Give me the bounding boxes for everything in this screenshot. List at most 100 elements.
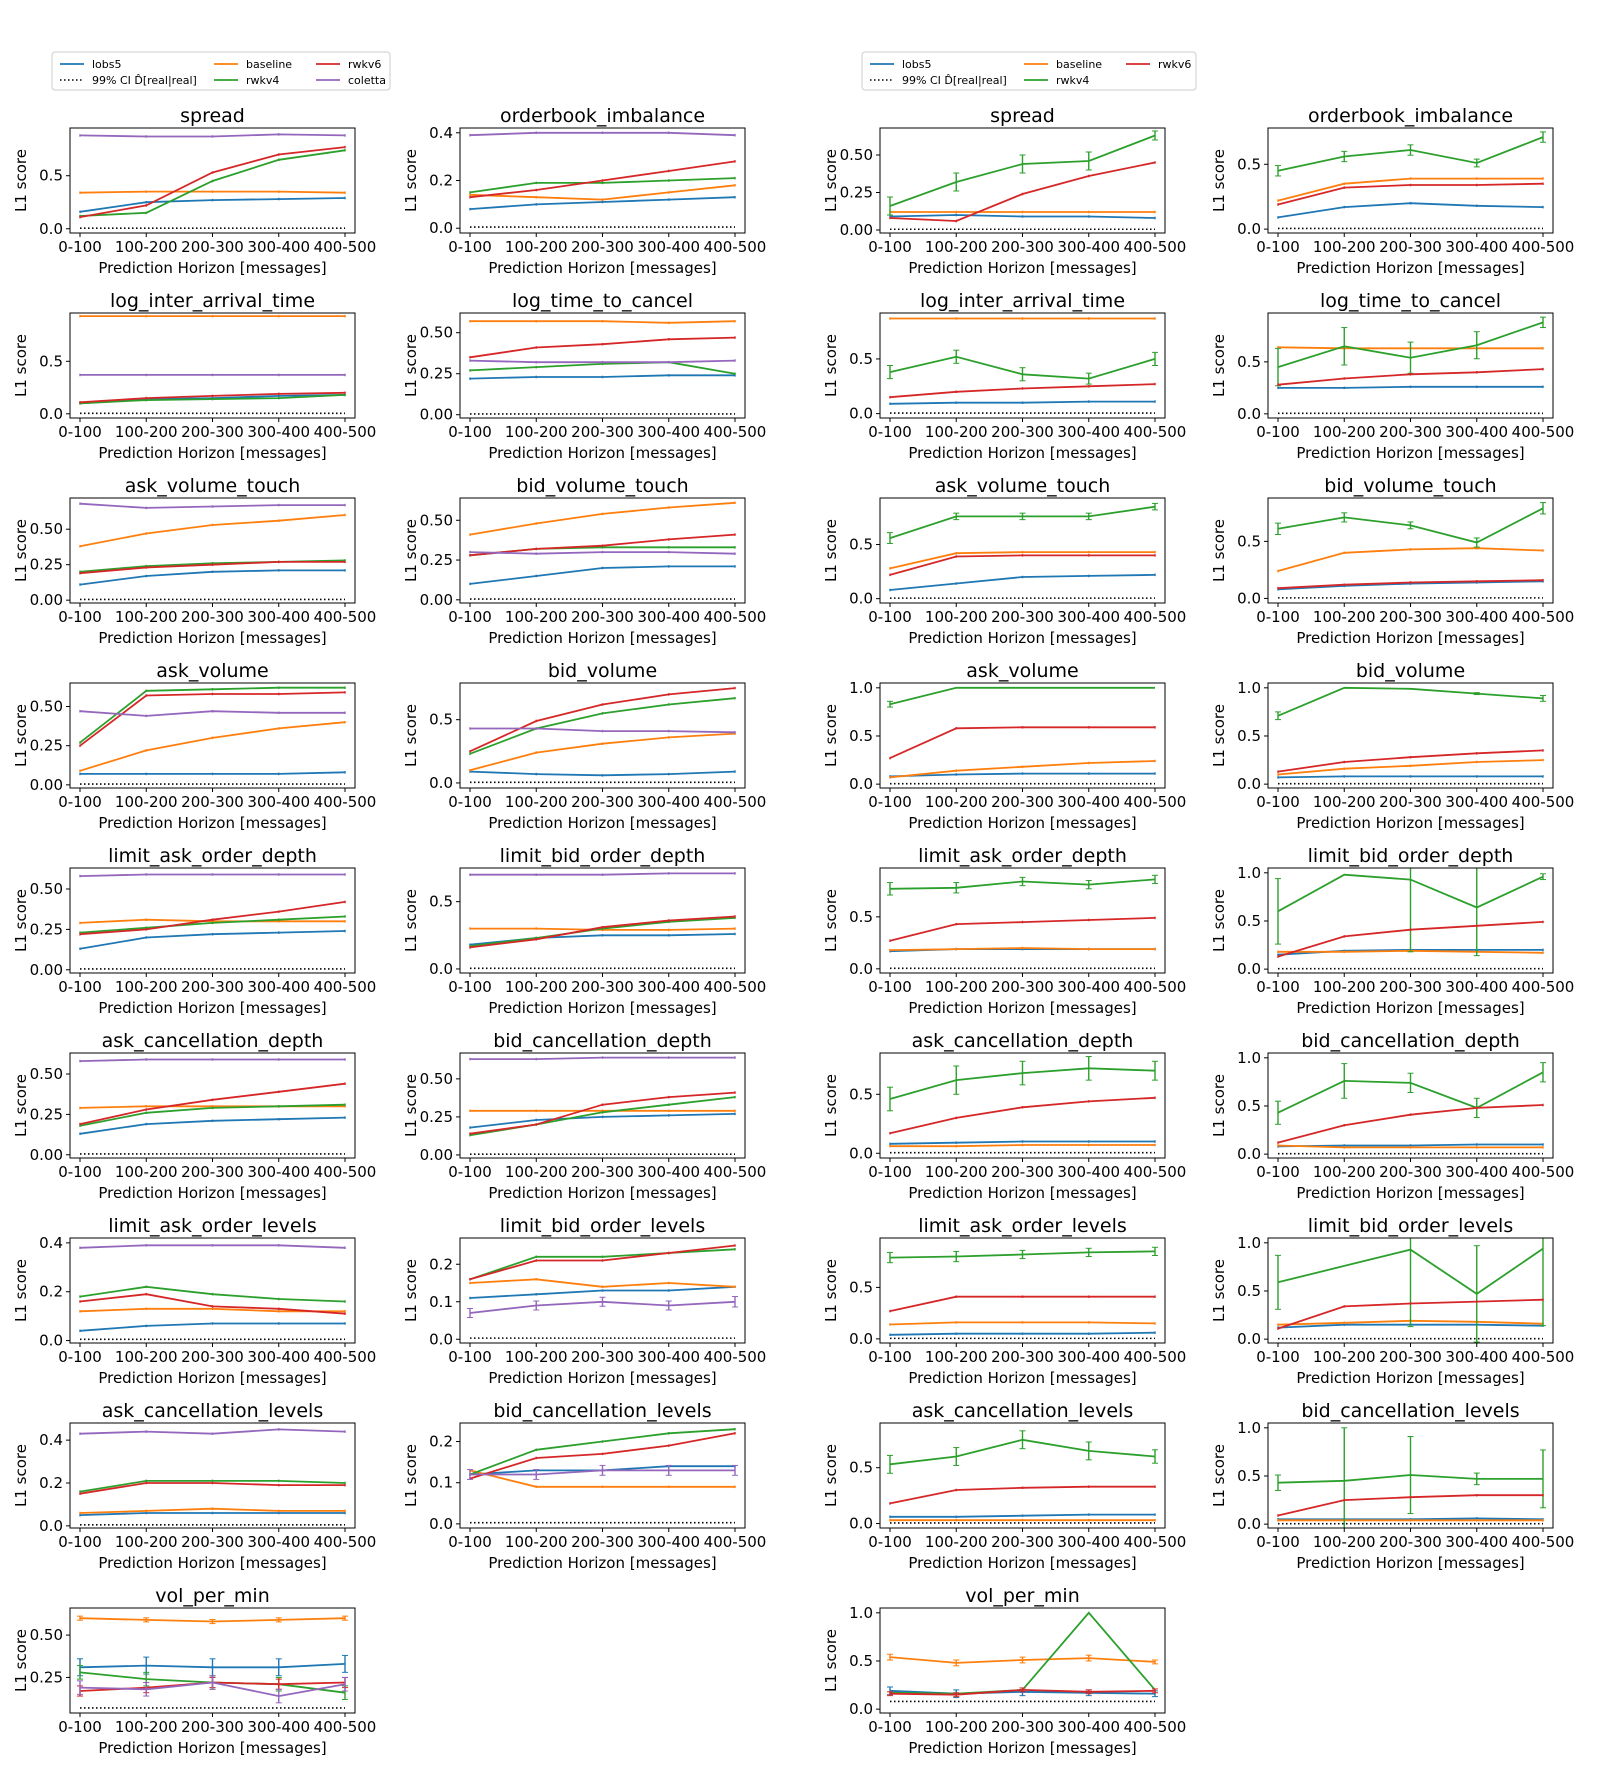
x-tick-label: 400-500 bbox=[704, 1533, 767, 1551]
y-tick-label: 0.2 bbox=[39, 1474, 63, 1492]
y-axis-label: L1 score bbox=[1210, 519, 1228, 582]
x-tick-label: 100-200 bbox=[925, 1718, 988, 1736]
subplot-limit_ask_order_levels-0: limit_ask_order_levels L1 score Prediction… bbox=[12, 1215, 376, 1387]
axes-frame bbox=[1267, 1422, 1554, 1529]
plot-area bbox=[887, 1611, 1158, 1703]
x-tick-label: 400-500 bbox=[1512, 978, 1575, 996]
x-tick-label: 100-200 bbox=[115, 1348, 178, 1366]
x-tick-label: 400-500 bbox=[314, 423, 377, 441]
x-tick-label: 0-100 bbox=[58, 1533, 102, 1551]
series-line-rwkv4 bbox=[1277, 686, 1544, 717]
x-tick-label: 100-200 bbox=[115, 1718, 178, 1736]
plot-area bbox=[79, 873, 346, 970]
subplot-title: ask_volume_touch bbox=[125, 475, 301, 497]
legend-label-lobs5: lobs5 bbox=[902, 58, 932, 71]
y-axis-label: L1 score bbox=[12, 334, 30, 397]
y-axis-label: L1 score bbox=[402, 1444, 420, 1507]
y-tick-label: 0.50 bbox=[30, 880, 63, 898]
x-tick-label: 100-200 bbox=[925, 978, 988, 996]
subplot-title: orderbook_imbalance bbox=[500, 105, 705, 127]
y-axis-label: L1 score bbox=[1210, 334, 1228, 397]
x-tick-label: 400-500 bbox=[1124, 1533, 1187, 1551]
y-tick-label: 0.5 bbox=[849, 1652, 873, 1670]
x-tick-label: 300-400 bbox=[1445, 793, 1508, 811]
plot-area bbox=[887, 1056, 1158, 1154]
y-tick-label: 0.0 bbox=[1237, 1145, 1261, 1163]
subplot-ask_volume-1: ask_volume L1 score Prediction Horizon [me… bbox=[822, 660, 1186, 832]
legend-label-baseline: baseline bbox=[1056, 58, 1102, 71]
axes-frame bbox=[459, 1237, 746, 1344]
x-tick-label: 200-300 bbox=[181, 423, 244, 441]
x-tick-label: 100-200 bbox=[505, 1348, 568, 1366]
x-tick-label: 400-500 bbox=[1124, 423, 1187, 441]
subplot-title: ask_cancellation_depth bbox=[102, 1030, 324, 1052]
axes-frame bbox=[69, 1237, 356, 1344]
subplot-bid_volume_touch-0: bid_volume_touch L1 score Prediction Horiz… bbox=[402, 475, 766, 647]
y-axis-label: L1 score bbox=[1210, 149, 1228, 212]
x-axis-label: Prediction Horizon [messages] bbox=[98, 444, 326, 462]
y-tick-label: 0.5 bbox=[849, 908, 873, 926]
plot-area bbox=[469, 872, 736, 970]
subplot-title: bid_volume_touch bbox=[516, 475, 688, 497]
x-tick-label: 200-300 bbox=[1379, 1163, 1442, 1181]
x-tick-label: 0-100 bbox=[1256, 978, 1300, 996]
axes-frame bbox=[879, 127, 1166, 234]
plot-area bbox=[79, 502, 346, 601]
y-axis-label: L1 score bbox=[1210, 889, 1228, 952]
y-tick-label: 0.0 bbox=[1237, 220, 1261, 238]
y-tick-label: 0.5 bbox=[39, 352, 63, 370]
plot-area bbox=[887, 1246, 1158, 1340]
y-tick-label: 0.0 bbox=[1237, 775, 1261, 793]
x-tick-label: 200-300 bbox=[1379, 1348, 1442, 1366]
y-tick-label: 0.50 bbox=[30, 520, 63, 538]
plot-area bbox=[467, 1244, 738, 1339]
y-tick-label: 0.5 bbox=[1237, 155, 1261, 173]
y-axis-label: L1 score bbox=[822, 1444, 840, 1507]
subplot-log_time_to_cancel-0: log_time_to_cancel L1 score Prediction Hor… bbox=[402, 290, 766, 462]
x-tick-label: 100-200 bbox=[925, 1533, 988, 1551]
plot-area bbox=[887, 130, 1158, 231]
y-tick-label: 0.0 bbox=[849, 960, 873, 978]
subplot-title: bid_volume_touch bbox=[1324, 475, 1496, 497]
axes-frame bbox=[1267, 682, 1554, 789]
y-tick-label: 0.0 bbox=[39, 1517, 63, 1535]
subplot-ask_cancellation_depth-0: ask_cancellation_depth L1 score Prediction… bbox=[12, 1030, 376, 1202]
plot-area bbox=[1275, 1427, 1546, 1528]
plot-area bbox=[1275, 502, 1546, 599]
subplot-title: limit_bid_order_levels bbox=[1308, 1215, 1513, 1237]
subplot-bid_volume-0: bid_volume L1 score Prediction Horizon [me… bbox=[402, 660, 766, 832]
plot-area bbox=[1275, 1062, 1546, 1155]
y-tick-label: 0.0 bbox=[849, 775, 873, 793]
axes-frame bbox=[1267, 312, 1554, 419]
x-tick-label: 0-100 bbox=[58, 423, 102, 441]
x-tick-label: 0-100 bbox=[1256, 238, 1300, 256]
y-tick-label: 0.0 bbox=[1237, 1515, 1261, 1533]
plot-area bbox=[79, 1058, 346, 1155]
x-axis-label: Prediction Horizon [messages] bbox=[908, 259, 1136, 277]
x-tick-label: 200-300 bbox=[181, 238, 244, 256]
axes-frame bbox=[459, 682, 746, 789]
x-tick-label: 300-400 bbox=[247, 978, 310, 996]
x-tick-label: 0-100 bbox=[58, 978, 102, 996]
y-tick-label: 0.0 bbox=[429, 960, 453, 978]
subplot-title: vol_per_min bbox=[155, 1585, 270, 1607]
x-tick-label: 300-400 bbox=[1057, 978, 1120, 996]
y-axis-label: L1 score bbox=[402, 889, 420, 952]
x-tick-label: 300-400 bbox=[637, 608, 700, 626]
y-tick-label: 0.00 bbox=[30, 591, 63, 609]
y-axis-label: L1 score bbox=[12, 1629, 30, 1692]
x-axis-label: Prediction Horizon [messages] bbox=[98, 259, 326, 277]
subplot-ask_cancellation_levels-0: ask_cancellation_levels L1 score Predictio… bbox=[12, 1400, 376, 1572]
series-line-baseline bbox=[1277, 759, 1544, 776]
series-line-rwkv6 bbox=[469, 915, 736, 949]
y-tick-label: 0.5 bbox=[1237, 912, 1261, 930]
subplot-ask_volume-0: ask_volume L1 score Prediction Horizon [me… bbox=[12, 660, 376, 832]
subplot-title: limit_ask_order_depth bbox=[108, 845, 317, 867]
series-line-rwkv6 bbox=[1277, 1104, 1544, 1144]
x-tick-label: 200-300 bbox=[991, 1163, 1054, 1181]
x-tick-label: 400-500 bbox=[314, 608, 377, 626]
x-tick-label: 300-400 bbox=[1445, 423, 1508, 441]
y-tick-label: 0.0 bbox=[849, 405, 873, 423]
x-tick-label: 100-200 bbox=[505, 978, 568, 996]
x-tick-label: 300-400 bbox=[1057, 1718, 1120, 1736]
